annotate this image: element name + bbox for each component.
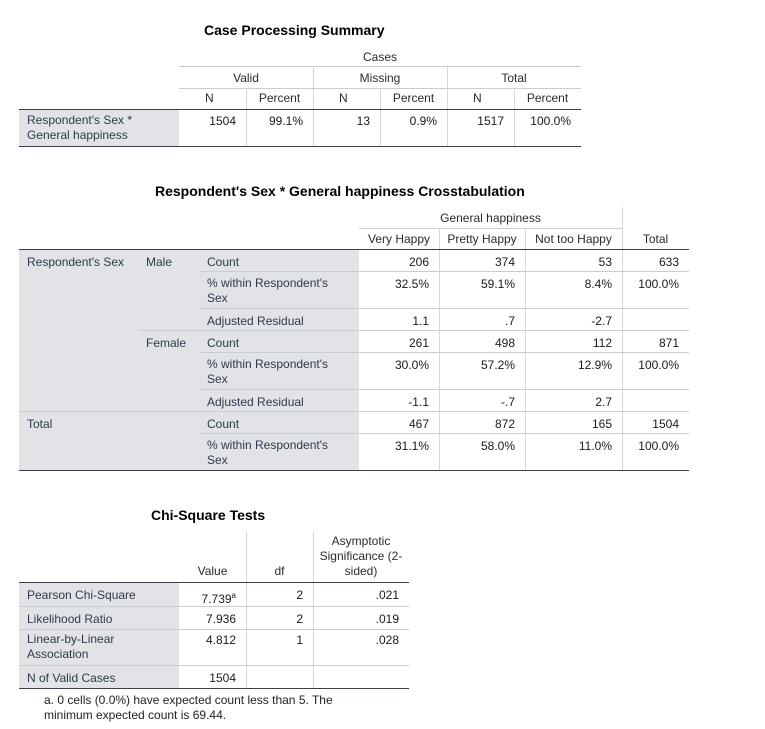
stat-within: % within Respondent's Sex <box>207 357 329 386</box>
percent-header: Percent <box>392 91 435 105</box>
cell: 100.0% <box>638 439 679 453</box>
missing-percent: 0.9% <box>409 114 437 128</box>
valid-percent: 99.1% <box>268 114 303 128</box>
valid-n: 1504 <box>209 114 236 128</box>
stat-count: Count <box>207 336 240 350</box>
row-label: N of Valid Cases <box>27 671 116 685</box>
cell: .7 <box>504 314 515 328</box>
col-not-too-happy: Not too Happy <box>535 232 612 246</box>
stat-resid: Adjusted Residual <box>207 395 304 409</box>
sig-cell: .021 <box>375 588 399 602</box>
total-percent: 100.0% <box>530 114 571 128</box>
percent-header: Percent <box>526 91 569 105</box>
cell: -.7 <box>500 395 515 409</box>
stat-within: % within Respondent's Sex <box>207 276 329 305</box>
cell: 30.0% <box>394 358 429 372</box>
col-value: Value <box>197 564 228 578</box>
cell: 261 <box>408 336 429 350</box>
sig-cell: .028 <box>375 633 399 647</box>
cell: 871 <box>658 336 679 350</box>
cell: 12.9% <box>577 358 612 372</box>
cell: 59.1% <box>480 277 515 291</box>
col-very-happy: Very Happy <box>367 232 431 246</box>
general-happiness-header: General happiness <box>440 211 541 225</box>
cell: 165 <box>591 417 612 431</box>
cell: 2.7 <box>595 395 612 409</box>
df-cell: 2 <box>296 588 303 602</box>
col-pretty-happy: Pretty Happy <box>447 232 517 246</box>
row-var-label: Respondent's Sex <box>27 255 125 269</box>
cell: 58.0% <box>480 439 515 453</box>
col-df: df <box>274 564 285 578</box>
cell: 1504 <box>652 417 679 431</box>
valid-header: Valid <box>233 71 259 85</box>
missing-n: 13 <box>356 114 370 128</box>
n-header: N <box>205 91 214 105</box>
df-cell: 2 <box>296 612 303 626</box>
df-cell: 1 <box>296 633 303 647</box>
cell: 467 <box>408 417 429 431</box>
cell: -2.7 <box>591 314 612 328</box>
cell: 633 <box>658 255 679 269</box>
sig-cell: .019 <box>375 612 399 626</box>
row-label: Linear-by-Linear Association <box>27 632 115 661</box>
row-label: Respondent's Sex * General happiness <box>27 113 133 142</box>
cell: 1.1 <box>412 314 429 328</box>
total-header: Total <box>501 71 527 85</box>
col-total: Total <box>642 232 669 246</box>
cell: 53 <box>598 255 612 269</box>
value-cell: 1504 <box>209 671 236 685</box>
percent-header: Percent <box>258 91 301 105</box>
cell: 374 <box>494 255 515 269</box>
chisq-title: Chi-Square Tests <box>151 507 266 523</box>
cell: 11.0% <box>578 439 612 453</box>
col-sig: Asymptotic Significance (2-sided) <box>319 534 403 578</box>
crosstab-title: Respondent's Sex * General happiness Cro… <box>155 183 525 199</box>
value-cell: 7.936 <box>205 612 236 626</box>
row-label: Pearson Chi-Square <box>27 588 136 602</box>
footnote: a. 0 cells (0.0%) have expected count le… <box>44 693 333 722</box>
row-label: Likelihood Ratio <box>27 612 113 626</box>
cell: 100.0% <box>638 277 679 291</box>
case-summary-title: Case Processing Summary <box>204 22 385 38</box>
cell: 31.1% <box>394 439 429 453</box>
n-header: N <box>339 91 348 105</box>
female-label: Female <box>146 336 187 350</box>
cell: 8.4% <box>584 277 612 291</box>
cases-header: Cases <box>362 50 397 64</box>
missing-header: Missing <box>359 71 401 85</box>
stat-count: Count <box>207 417 240 431</box>
cell: 100.0% <box>638 358 679 372</box>
total-n: 1517 <box>477 114 504 128</box>
value-cell: 7.739a <box>201 591 236 606</box>
value-cell: 4.812 <box>205 633 236 647</box>
stat-count: Count <box>207 255 240 269</box>
cell: 498 <box>494 336 515 350</box>
male-label: Male <box>146 255 173 269</box>
stat-resid: Adjusted Residual <box>207 314 304 328</box>
cell: 57.2% <box>480 358 515 372</box>
cell: -1.1 <box>408 395 429 409</box>
cell: 32.5% <box>394 277 429 291</box>
cell: 872 <box>494 417 515 431</box>
total-row-label: Total <box>27 417 53 431</box>
stat-within: % within Respondent's Sex <box>207 438 329 467</box>
footnote-marker: a <box>231 591 236 600</box>
cell: 206 <box>408 255 429 269</box>
cell: 112 <box>592 336 612 350</box>
n-header: N <box>473 91 482 105</box>
